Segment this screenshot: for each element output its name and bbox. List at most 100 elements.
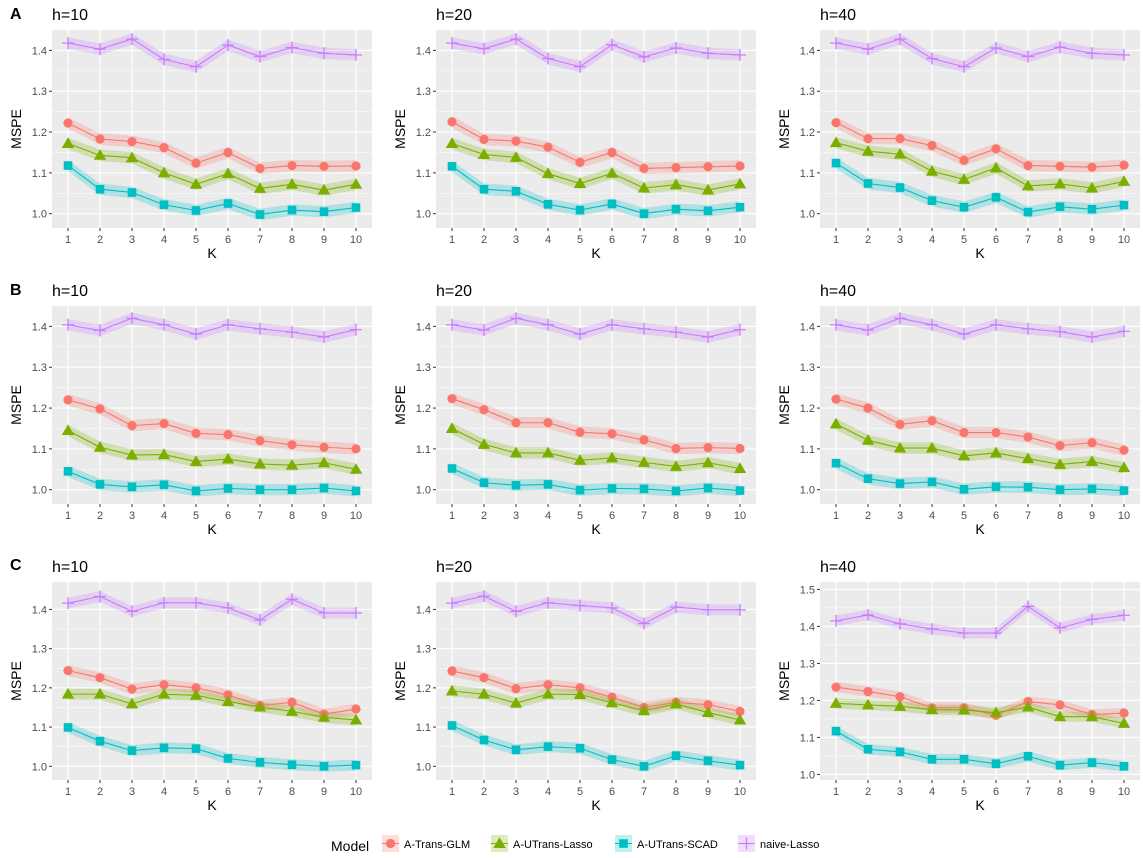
y-tick-label: 1.1: [416, 444, 431, 456]
series-line-a-utrans-scad: [835, 730, 1125, 767]
data-point: [479, 405, 489, 415]
panel-title: h=40: [820, 283, 856, 300]
x-tick-label: 6: [225, 234, 231, 246]
data-point: [61, 424, 75, 435]
y-axis-label: MSPE: [776, 661, 792, 701]
x-axis-label: K: [591, 797, 601, 813]
data-point: [607, 147, 617, 158]
data-point: [1023, 160, 1033, 171]
data-point: [1087, 758, 1097, 767]
y-tick-label: 1.2: [416, 403, 431, 415]
x-tick-label: 2: [865, 234, 871, 246]
x-tick-label: 8: [289, 786, 295, 798]
data-point: [318, 47, 330, 60]
legend-label: naive-Lasso: [760, 839, 819, 851]
panel-title: h=40: [820, 7, 856, 24]
series-line-a-trans-glm: [67, 122, 357, 169]
x-tick-label: 5: [961, 510, 967, 522]
series-line-naive-lasso: [451, 38, 741, 68]
chart-panels: 1.01.11.21.31.41 2 3 4 5 6 7 8 9 10h=10KMSPE1.01.…: [8, 7, 1140, 813]
data-point: [446, 37, 458, 50]
data-point: [1053, 177, 1067, 189]
data-point: [1087, 162, 1097, 172]
data-point: [62, 37, 74, 50]
data-point: [511, 684, 521, 694]
data-point: [223, 429, 233, 440]
data-point: [93, 687, 107, 699]
data-point: [829, 417, 843, 429]
x-tick-label: 8: [289, 234, 295, 246]
data-point: [191, 486, 201, 496]
x-tick-label: 6: [993, 786, 999, 798]
data-point: [255, 436, 265, 446]
data-point: [573, 177, 587, 188]
ribbon-a-utrans-scad: [452, 462, 740, 497]
data-point: [926, 318, 938, 331]
panel-title: h=20: [436, 283, 472, 300]
ribbon-a-utrans-lasso: [68, 424, 356, 476]
data-point: [1054, 41, 1066, 54]
data-point: [511, 480, 521, 490]
data-point: [221, 167, 235, 179]
x-tick-label: 9: [321, 786, 327, 798]
x-tick-label: 3: [897, 234, 903, 246]
x-tick-label: 2: [865, 510, 871, 522]
data-point: [319, 161, 329, 171]
y-tick-label: 1.2: [416, 127, 431, 139]
data-point: [831, 458, 841, 468]
ribbon-a-utrans-scad: [836, 157, 1124, 218]
series-line-a-trans-glm: [67, 670, 357, 715]
data-point: [543, 480, 553, 489]
ribbon-naive-lasso: [452, 33, 740, 73]
x-tick-label: 2: [865, 786, 871, 798]
x-tick-label: 2: [481, 234, 487, 246]
data-point: [127, 684, 137, 694]
ribbon-a-utrans-lasso: [68, 688, 356, 726]
data-point: [669, 178, 683, 190]
x-tick-label: 4: [929, 786, 935, 798]
y-axis-label: MSPE: [776, 385, 792, 425]
data-point: [253, 182, 267, 193]
data-point: [126, 32, 138, 45]
data-point: [1119, 762, 1129, 771]
data-point: [447, 666, 457, 676]
ribbon-a-utrans-lasso: [836, 136, 1124, 194]
data-point: [989, 706, 1003, 718]
data-point: [734, 603, 746, 616]
data-point: [958, 328, 970, 341]
data-point: [446, 318, 458, 331]
data-point: [733, 177, 747, 189]
data-point: [349, 713, 363, 725]
x-tick-label: 5: [961, 234, 967, 246]
data-point: [735, 486, 745, 495]
data-point: [607, 755, 617, 764]
data-point: [479, 184, 489, 194]
data-point: [125, 448, 139, 460]
data-point: [319, 483, 329, 493]
series-line-a-utrans-lasso: [835, 702, 1125, 724]
x-tick-label: 4: [161, 510, 167, 522]
x-axis-label: K: [207, 521, 217, 537]
data-point: [895, 479, 905, 488]
data-point: [639, 435, 649, 445]
data-point: [895, 747, 905, 757]
data-point: [639, 163, 649, 173]
data-point: [670, 601, 682, 614]
x-tick-label: 8: [1057, 786, 1063, 798]
data-point: [351, 760, 361, 770]
data-point: [447, 721, 457, 730]
data-point: [349, 178, 363, 189]
ribbon-a-utrans-lasso: [452, 685, 740, 726]
data-point: [830, 318, 842, 331]
data-point: [126, 312, 138, 325]
y-tick-label: 1.0: [416, 485, 431, 497]
x-tick-label: 8: [1057, 234, 1063, 246]
y-axis-label: MSPE: [392, 661, 408, 701]
series-line-a-trans-glm: [451, 670, 741, 712]
data-point: [605, 451, 619, 463]
data-point: [253, 457, 267, 469]
x-tick-label: 7: [257, 234, 263, 246]
data-point: [863, 133, 873, 144]
data-point: [1119, 160, 1129, 170]
x-tick-label: 9: [705, 510, 711, 522]
